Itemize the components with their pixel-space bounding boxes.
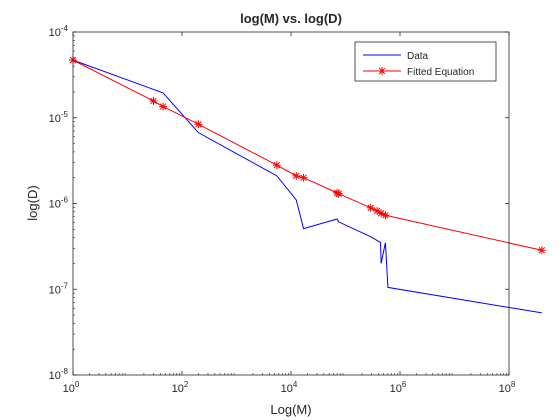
x-tick-label-1: 102 (172, 380, 189, 395)
x-axis-label: Log(M) (270, 402, 311, 417)
legend-asterisk (378, 67, 386, 75)
x-tick-label-2: 104 (281, 380, 298, 395)
y-axis-label: log(D) (25, 185, 40, 220)
data-point-fitted-equation-2 (159, 102, 168, 111)
data-point-fitted-equation-6 (299, 173, 308, 182)
plot-background (73, 32, 509, 375)
legend: Data Fitted Equation (354, 41, 497, 82)
x-tick-label-4: 108 (499, 380, 516, 395)
y-tick-label-1: 10-7 (49, 281, 69, 296)
y-tick-label-2: 10-6 (49, 196, 69, 211)
data-point-fitted-equation-1 (149, 96, 158, 105)
data-point-fitted-equation-13 (537, 246, 546, 255)
legend-label-data: Data (407, 51, 429, 62)
legend-label-fitted: Fitted Equation (407, 67, 474, 78)
data-point-fitted-equation-4 (272, 161, 281, 170)
legend-box (354, 41, 497, 82)
y-tick-label-3: 10-5 (49, 110, 69, 125)
y-tick-label-0: 10-8 (49, 367, 69, 382)
series-layer (69, 56, 546, 314)
series-line-data (72, 59, 542, 314)
data-point-fitted-equation-9 (366, 203, 375, 212)
y-tick-label-4: 10-4 (49, 24, 69, 39)
tick-layer: 100 102 104 106 108 10-8 10-7 10-6 10-5 10-4 (49, 24, 516, 395)
data-point-fitted-equation-5 (292, 171, 301, 180)
data-point-fitted-equation-12 (381, 211, 390, 220)
data-point-fitted-equation-8 (334, 189, 343, 198)
x-tick-label-3: 106 (390, 380, 407, 395)
legend-asterisk-marker (378, 67, 386, 75)
chart-title: log(M) vs. log(D) (240, 11, 342, 26)
plot-area: 100 102 104 106 108 10-8 10-7 10-6 10-5 10-4 (49, 24, 546, 395)
data-point-fitted-equation-3 (194, 120, 203, 129)
x-tick-label-0: 100 (63, 380, 80, 395)
